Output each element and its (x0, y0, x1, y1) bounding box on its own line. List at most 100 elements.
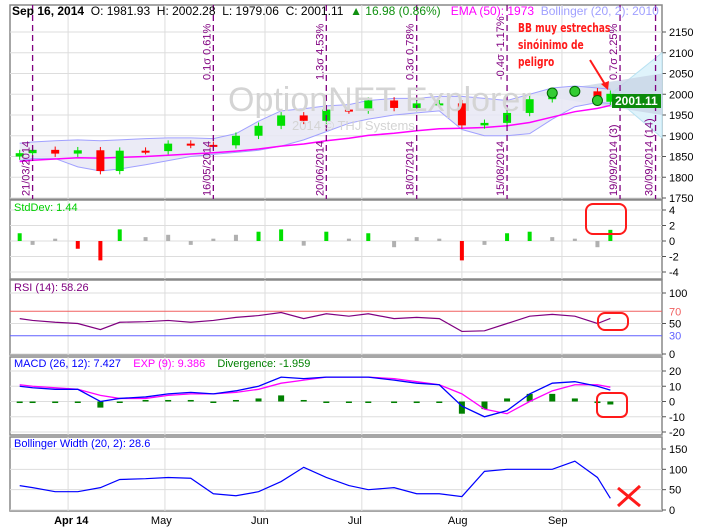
divergence-bar (97, 401, 104, 408)
header-ema: EMA (50): 1973 (450, 4, 535, 18)
stddev-bar (143, 237, 148, 241)
divergence-bar (142, 399, 149, 402)
divergence-bar (232, 399, 239, 402)
stddev-bar (595, 241, 600, 248)
divergence-bar (549, 393, 556, 402)
divergence-bar (345, 401, 352, 403)
candle-body (457, 103, 466, 126)
candle-body (231, 135, 240, 146)
signal-circle-marker (591, 94, 603, 106)
stddev-bar (414, 237, 419, 241)
highlight-box (585, 203, 627, 235)
stddev-bar (30, 241, 35, 245)
marker-sigma-label: 0.3σ 0.78% (405, 23, 417, 80)
macd-line (19, 376, 611, 418)
annotation-line: peligro (518, 55, 555, 69)
y-tick-label: 20 (669, 366, 681, 378)
x-tick-label: Jun (251, 515, 269, 527)
y-tick-label: 0 (669, 505, 675, 517)
exp-value: EXP (9): 9.386 (133, 358, 206, 370)
bwidth-line (19, 460, 611, 499)
bollinger-lower-line (19, 102, 611, 172)
divergence-bar (16, 401, 23, 404)
y-tick-label: -20 (669, 427, 685, 439)
marker-sigma-label: 0.1σ 0.61% (201, 23, 213, 80)
divergence-bar (323, 401, 330, 403)
divergence-bar (52, 401, 59, 404)
divergence-bar (413, 401, 420, 404)
marker-date-label: 21/03/2014 (21, 141, 33, 196)
x-tick-label: May (151, 515, 172, 527)
stddev-bar (256, 231, 261, 241)
annotation-line: sinóinimo de (518, 38, 584, 52)
stddev-bar (572, 238, 577, 241)
divergence-bar (187, 399, 194, 402)
candle-body (277, 115, 286, 126)
annotation-text: BB muy estrechas sinóinimo de peligro (518, 20, 610, 71)
y-tick-label: -2 (669, 252, 679, 264)
macd-label: MACD (26, 12): 7.427 EXP (9): 9.386 Dive… (14, 358, 310, 370)
y-tick-label: 50 (669, 485, 681, 497)
macd-value: MACD (26, 12): 7.427 (14, 358, 121, 370)
y-tick-label: 1950 (669, 110, 693, 122)
stddev-bar (98, 241, 103, 261)
y-tick-label: 2050 (669, 69, 693, 81)
candle-body (480, 122, 489, 126)
y-tick-label: 2150 (669, 27, 693, 39)
ema-line (19, 104, 611, 163)
candle-body (364, 100, 373, 111)
stddev-bar (550, 237, 555, 241)
watermark-title: OptionNET Explorer (228, 81, 532, 119)
stddev-bar (166, 234, 171, 241)
y-tick-label: 150 (669, 444, 687, 456)
header-high: H: 2002.28 (156, 4, 216, 18)
divergence-bar (526, 393, 533, 402)
panel-sd (9, 199, 663, 280)
marker-date-label: 19/09/2014 (3) (608, 124, 620, 196)
stddev-bar (188, 241, 193, 245)
divergence-bar (255, 398, 262, 402)
divergence-bar (74, 401, 81, 403)
y-tick-label: 1800 (669, 172, 693, 184)
candle-body (28, 149, 37, 154)
marker-date-label: 16/05/2014 (201, 141, 213, 196)
y-tick-label: 100 (669, 464, 687, 476)
candle-body (15, 153, 24, 157)
y-tick-label: 100 (669, 288, 687, 300)
stddev-bar (211, 238, 216, 241)
y-tick-label: -10 (669, 412, 685, 424)
rsi-level-label: 30 (669, 331, 681, 343)
stddev-bar (366, 233, 371, 241)
rsi-level-label: 70 (669, 306, 681, 318)
candle-body (254, 125, 263, 136)
rsi-label: RSI (14): 58.26 (14, 282, 89, 294)
candle-body (51, 149, 60, 154)
y-tick-label: 4 (669, 205, 675, 217)
header-bollinger: Bollinger (20, 2): 2010 (540, 4, 659, 18)
divergence-bar (607, 401, 614, 405)
candle-body (96, 150, 105, 172)
y-tick-label: 0 (669, 397, 675, 409)
watermark-copyright: 2014 © THJ Systems (292, 118, 415, 133)
stddev-bar (324, 231, 329, 241)
last-price-label: 2001.11 (612, 94, 661, 108)
divergence-bar (300, 399, 307, 402)
candle-body (435, 103, 444, 106)
divergence-bar (391, 401, 398, 404)
signal-circle-marker (569, 85, 581, 97)
marker-date-label: 20/06/2014 (314, 141, 326, 196)
highlight-box (597, 312, 629, 331)
candle-body (525, 99, 534, 113)
stddev-bar (117, 229, 122, 241)
stddev-bar (459, 241, 464, 261)
candle-body (186, 143, 195, 146)
y-tick-label: 1750 (669, 193, 693, 205)
y-tick-label: 2100 (669, 48, 693, 60)
bollinger-upper-line (19, 85, 611, 144)
candle-body (141, 150, 150, 153)
candle-body (115, 150, 124, 172)
header-low: L: 1979.06 (222, 4, 279, 18)
candle-body (606, 93, 615, 102)
annotation-line: BB muy estrechas (518, 21, 611, 35)
x-tick-label: Aug (448, 515, 468, 527)
